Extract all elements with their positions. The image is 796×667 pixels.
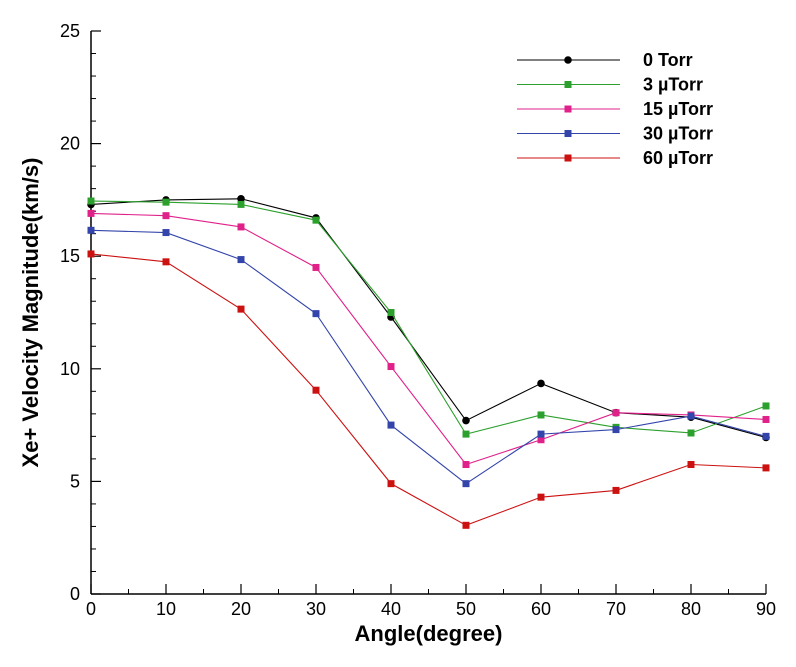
legend-marker	[564, 56, 572, 64]
y-tick-label: 5	[70, 471, 80, 491]
data-point	[537, 411, 545, 419]
data-point	[87, 226, 95, 234]
data-point	[387, 480, 395, 488]
legend-entry: 3 µTorr	[517, 75, 703, 95]
data-point	[312, 310, 320, 318]
legend-marker	[564, 154, 572, 162]
data-point	[387, 421, 395, 429]
data-point	[462, 480, 470, 488]
legend-label: 3 µTorr	[643, 75, 703, 95]
series-line	[90, 253, 767, 526]
data-point	[87, 250, 95, 258]
data-point	[162, 229, 170, 237]
data-point	[237, 305, 245, 313]
data-point	[612, 486, 620, 494]
x-tick-label: 40	[381, 599, 401, 619]
y-tick-label: 0	[70, 584, 80, 604]
data-point	[462, 461, 470, 469]
legend-label: 60 µTorr	[643, 148, 713, 168]
data-point	[462, 430, 470, 438]
data-point	[312, 263, 320, 271]
x-tick-label: 70	[606, 599, 626, 619]
series-4	[87, 250, 770, 529]
data-point	[687, 412, 695, 420]
x-tick-label: 60	[531, 599, 551, 619]
series-3	[87, 226, 770, 488]
legend-entry: 15 µTorr	[517, 99, 713, 119]
data-point	[87, 197, 95, 205]
legend: 0 Torr 3 µTorr 15 µTorr 30 µTorr 60 µTorr	[517, 50, 713, 168]
data-point	[537, 436, 545, 444]
x-tick-label: 30	[306, 599, 326, 619]
x-tick-label: 10	[156, 599, 176, 619]
x-tick-label: 20	[231, 599, 251, 619]
data-point	[237, 194, 245, 203]
tick-labels: 0 5 10 15 20 25 0 10 20 30 40 50 60 70 80 90	[60, 21, 776, 619]
data-point	[87, 209, 95, 217]
data-point	[537, 430, 545, 438]
legend-label: 30 µTorr	[643, 124, 713, 144]
data-point	[537, 493, 545, 501]
y-tick-label: 10	[60, 359, 80, 379]
series-1	[87, 197, 770, 438]
data-point	[762, 432, 770, 440]
y-tick-label: 25	[60, 21, 80, 41]
data-point	[687, 461, 695, 469]
data-point	[312, 386, 320, 394]
data-point	[237, 256, 245, 264]
legend-entry: 60 µTorr	[517, 148, 713, 168]
x-tick-label: 0	[86, 599, 96, 619]
data-point	[687, 429, 695, 437]
series-line	[90, 229, 767, 485]
data-point	[462, 416, 470, 425]
data-point	[387, 309, 395, 316]
data-point	[762, 402, 770, 410]
data-point	[162, 198, 170, 206]
series-0	[87, 194, 770, 442]
data-point	[162, 212, 170, 220]
data-point	[462, 521, 470, 529]
legend-entry: 0 Torr	[517, 50, 693, 70]
legend-marker	[564, 105, 572, 113]
legend-marker	[564, 130, 572, 137]
legend-label: 15 µTorr	[643, 99, 713, 119]
series-line	[90, 200, 767, 435]
data-point	[237, 223, 245, 231]
series-line	[90, 212, 767, 466]
data-point	[612, 409, 620, 417]
data-point	[237, 200, 245, 208]
minor-ticks	[91, 53, 729, 594]
data-point	[387, 363, 395, 371]
x-tick-label: 90	[756, 599, 776, 619]
data-point	[762, 415, 770, 423]
legend-entry: 30 µTorr	[517, 124, 713, 144]
x-tick-label: 80	[681, 599, 701, 619]
x-axis-title: Angle(degree)	[355, 621, 503, 646]
data-point	[312, 216, 320, 224]
data-point	[762, 464, 770, 472]
legend-marker	[564, 81, 572, 88]
data-point	[612, 426, 620, 434]
series-line	[90, 198, 767, 439]
y-tick-label: 15	[60, 246, 80, 266]
y-axis-title: Xe+ Velocity Magnitude(km/s)	[18, 158, 43, 468]
data-point	[537, 379, 545, 388]
series-layer	[87, 194, 770, 529]
series-2	[87, 209, 770, 469]
x-tick-label: 50	[456, 599, 476, 619]
data-point	[162, 258, 170, 266]
y-tick-label: 20	[60, 134, 80, 154]
legend-label: 0 Torr	[643, 50, 693, 70]
